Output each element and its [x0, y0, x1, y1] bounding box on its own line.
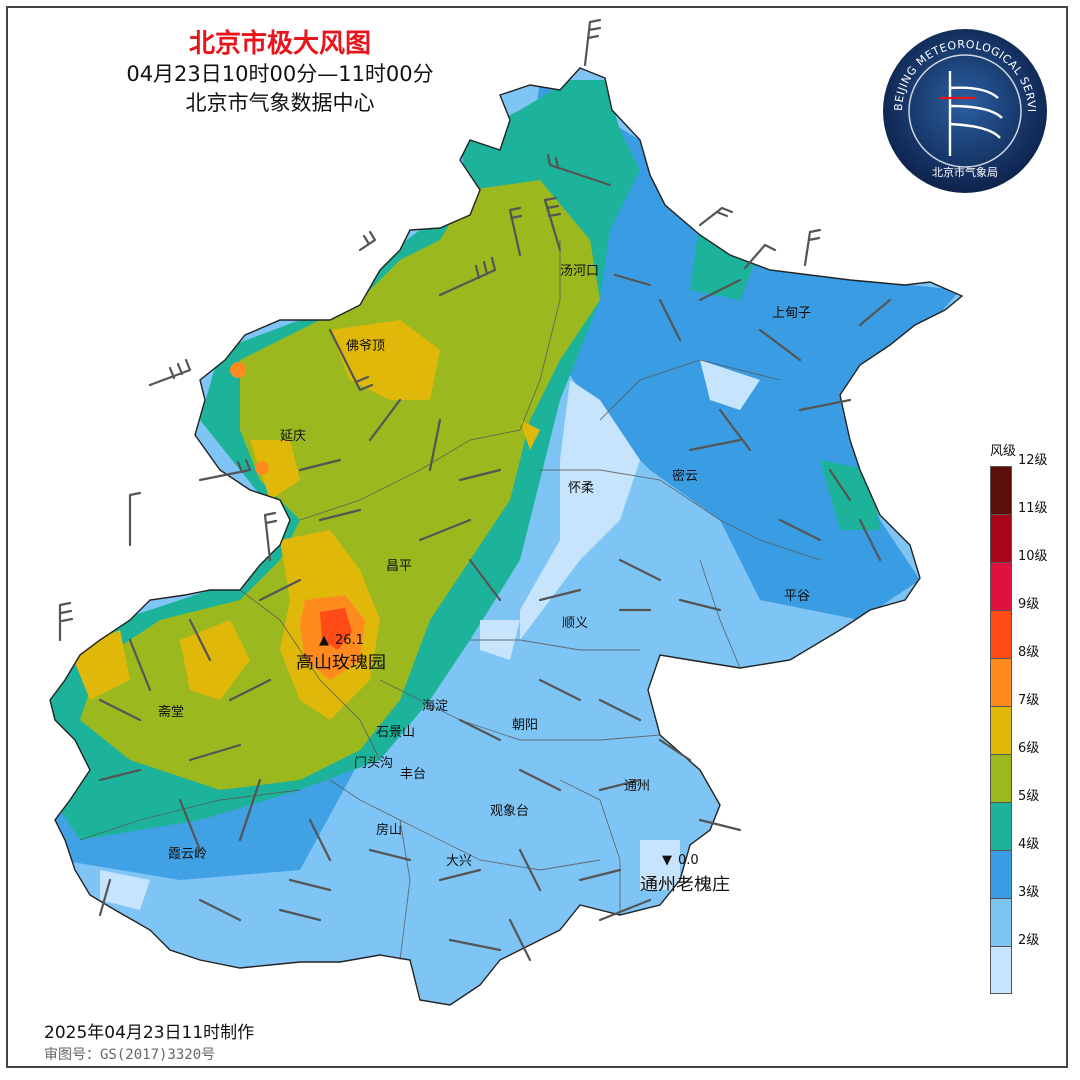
place-fangshan: 房山 — [376, 822, 402, 838]
map-title: 北京市极大风图 — [188, 29, 371, 59]
legend-label: 7级 — [1018, 692, 1040, 708]
place-mentougou: 门头沟 — [354, 756, 393, 771]
place-changping: 昌平 — [386, 559, 412, 574]
place-shangdianzi: 上甸子 — [772, 306, 811, 321]
agency-name: 北京市气象数据中心 — [185, 91, 375, 115]
place-guanxiangtai: 观象台 — [490, 804, 529, 819]
time-range: 04月23日10时00分—11时00分 — [126, 62, 434, 86]
legend-swatch — [990, 658, 1012, 706]
legend-label: 4级 — [1018, 836, 1040, 852]
legend-swatch — [990, 850, 1012, 898]
legend-swatch — [990, 946, 1012, 994]
min-station: ▼ 0.0 通州老槐庄 — [640, 853, 730, 895]
legend-label: 3级 — [1018, 884, 1040, 900]
place-foyeding: 佛爷顶 — [346, 339, 385, 354]
legend-label: 8级 — [1018, 644, 1040, 660]
legend-label: 6级 — [1018, 740, 1040, 756]
max-station-name: 高山玫瑰园 — [296, 653, 386, 673]
legend-label: 9级 — [1018, 596, 1040, 612]
legend-swatch — [990, 514, 1012, 562]
legend-title: 风级 — [990, 444, 1017, 459]
legend-row: 8级 — [990, 645, 1070, 706]
legend-swatch — [990, 706, 1012, 754]
production-time: 2025年04月23日11时制作 — [44, 1023, 255, 1043]
place-zhaitang: 斋堂 — [158, 704, 184, 720]
place-shunyi: 顺义 — [562, 616, 588, 631]
place-shijingshan: 石景山 — [376, 725, 415, 740]
legend-swatch — [990, 610, 1012, 658]
min-marker: ▼ — [662, 853, 672, 868]
wind-barbs — [58, 18, 892, 962]
legend-row: 9级 — [990, 597, 1070, 658]
district-boundaries — [79, 240, 821, 961]
legend-row: 4级 — [990, 837, 1070, 898]
wind-scale-legend: 风级 12级 11级 10级 9级 8级 7级 6级 5级 4级 3级 2级 — [990, 444, 1070, 994]
place-haidian: 海淀 — [422, 699, 448, 714]
logo-cn-text: 北京市气象局 — [932, 165, 998, 179]
legend-row: 3级 — [990, 885, 1070, 946]
place-tongzhou: 通州 — [624, 779, 650, 794]
legend-row: 12级 — [990, 453, 1070, 514]
place-xiayunling: 霞云岭 — [168, 847, 207, 862]
legend-label: 2级 — [1018, 932, 1040, 948]
legend-row: 2级 — [990, 933, 1070, 994]
title-block: 北京市极大风图 04月23日10时00分—11时00分 北京市气象数据中心 — [60, 28, 500, 118]
legend-label: 10级 — [1018, 548, 1048, 564]
place-labels: 汤河口 上甸子 佛爷顶 延庆 怀柔 密云 昌平 平谷 顺义 斋堂 海淀 朝阳 石… — [158, 264, 811, 869]
legend-label: 11级 — [1018, 500, 1048, 516]
legend-swatch — [990, 562, 1012, 610]
bms-logo: BEIJING METEOROLOGICAL SERVICE 北京市气象局 — [880, 26, 1047, 193]
legend-row: 6级 — [990, 741, 1070, 802]
max-value: 26.1 — [335, 633, 364, 648]
legend-swatch — [990, 802, 1012, 850]
place-tanghekou: 汤河口 — [560, 264, 599, 279]
legend-label: 12级 — [1018, 452, 1048, 468]
place-pinggu: 平谷 — [784, 589, 810, 604]
place-chaoyang: 朝阳 — [512, 718, 538, 733]
legend-row: 5级 — [990, 789, 1070, 850]
max-station: ▲ 26.1 高山玫瑰园 — [296, 633, 386, 673]
place-daxing: 大兴 — [446, 854, 472, 869]
min-station-name: 通州老槐庄 — [640, 875, 730, 895]
max-marker: ▲ — [319, 633, 329, 648]
legend-swatch — [990, 898, 1012, 946]
legend-row: 7级 — [990, 693, 1070, 754]
place-yanqing: 延庆 — [280, 429, 306, 444]
place-fengtai: 丰台 — [400, 767, 426, 782]
legend-row: 10级 — [990, 549, 1070, 610]
legend-swatch — [990, 754, 1012, 802]
legend-label: 5级 — [1018, 788, 1040, 804]
min-value: 0.0 — [678, 853, 699, 868]
map-review-number: 审图号：GS(2017)3320号 — [44, 1047, 216, 1063]
legend-swatch — [990, 466, 1012, 514]
legend-row: 11级 — [990, 501, 1070, 562]
place-huairou: 怀柔 — [568, 481, 594, 496]
place-miyun: 密云 — [672, 468, 698, 484]
